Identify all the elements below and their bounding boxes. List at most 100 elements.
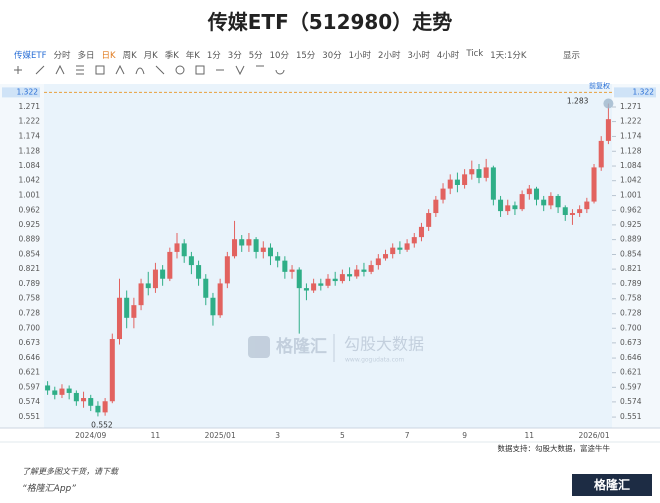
candle-body (418, 226, 424, 238)
toolbar-right[interactable]: 显示 (562, 51, 580, 61)
toolbar-item[interactable]: 15分 (295, 51, 316, 61)
x-tick-label: 3 (275, 431, 280, 440)
candle-body (605, 119, 611, 141)
tool-icon[interactable] (76, 65, 84, 75)
candle-body (45, 385, 51, 391)
footer-text: “格隆汇App” (22, 484, 76, 494)
candle-body (239, 239, 245, 246)
toolbar-item[interactable]: 传媒ETF (14, 51, 47, 61)
toolbar: 传媒ETF 分时 多日 日K 周K 月K 季K 年K 1分 3分 5分 10分 15分 30分 1小时 2小时… (14, 49, 526, 61)
tool-icon[interactable] (35, 65, 45, 75)
toolbar-item[interactable]: 3分 (227, 51, 242, 61)
candle-body (404, 243, 410, 250)
candle-body (81, 398, 87, 402)
candle-body (354, 269, 360, 277)
toolbar-item[interactable]: 日K (101, 51, 116, 61)
candle-body (555, 195, 561, 208)
candle-body (131, 305, 137, 318)
candle-body (483, 167, 489, 178)
y-tick-label: 0.646 (19, 353, 41, 362)
toolbar-item[interactable]: 30分 (322, 51, 342, 61)
price-label: 1.322 (17, 87, 39, 96)
tool-icon[interactable] (175, 65, 185, 75)
watermark-text: 勾股大数据 (344, 335, 424, 354)
candle-body (332, 278, 338, 282)
y-tick-label: 0.821 (19, 264, 41, 273)
candle-body (454, 179, 460, 185)
toolbar-item[interactable]: 1天:1分K (490, 51, 527, 61)
toolbar-item[interactable]: 月K (143, 51, 158, 61)
y-tick-label: 0.574 (620, 397, 642, 406)
toolbar-item[interactable]: 10分 (269, 51, 289, 61)
footer-text: 了解更多图文干货，请下载 (22, 467, 118, 476)
toolbar-item[interactable]: 多日 (77, 51, 95, 61)
candle-body (260, 247, 266, 252)
price-label-box (614, 87, 656, 98)
candle-body (59, 388, 65, 395)
candle-body (591, 167, 597, 202)
candle-body (505, 205, 511, 212)
drawing-tools (14, 64, 285, 76)
x-tick-label: 2024/09 (75, 431, 106, 440)
y-tick-label: 0.646 (620, 353, 642, 362)
y-tick-label: 0.925 (19, 220, 41, 229)
toolbar-item[interactable]: 分时 (53, 51, 71, 61)
toolbar-item[interactable]: 2小时 (378, 51, 401, 61)
x-tick-label: 9 (462, 431, 467, 440)
left-axis-background (0, 84, 44, 428)
candle-body (411, 237, 417, 244)
tool-icon[interactable] (14, 66, 22, 74)
y-tick-label: 0.789 (19, 279, 41, 288)
candle-body (296, 269, 302, 289)
y-tick-label: 0.621 (620, 368, 642, 377)
y-tick-label: 0.962 (620, 205, 642, 214)
candle-body (368, 265, 374, 272)
candle-body (232, 239, 238, 257)
title: 传媒ETF（512980）走势 (207, 10, 453, 34)
y-tick-label: 0.889 (620, 235, 642, 244)
y-tick-label: 0.925 (620, 220, 642, 229)
candle-body (66, 388, 72, 393)
candle-body (339, 274, 345, 282)
candle-body (498, 199, 504, 212)
toolbar-item[interactable]: 季K (164, 51, 179, 61)
y-tick-label: 0.700 (19, 323, 41, 332)
candle-body (174, 243, 180, 252)
candle-body (167, 251, 173, 279)
toolbar-item[interactable]: 5分 (248, 51, 263, 61)
toolbar-item[interactable]: 周K (122, 51, 137, 61)
tool-icon[interactable] (195, 65, 285, 76)
x-tick-label: 7 (405, 431, 410, 440)
y-tick-label: 0.854 (620, 250, 642, 259)
toolbar-item[interactable]: 4小时 (436, 51, 460, 61)
candle-body (512, 205, 518, 210)
tool-icon[interactable] (55, 64, 65, 75)
x-tick-label: 2025/01 (205, 431, 236, 440)
y-tick-label: 1.174 (19, 131, 41, 140)
candle-body (569, 213, 575, 215)
y-tick-label: 0.673 (620, 338, 642, 347)
y-tick-label: 0.728 (620, 309, 642, 318)
candle-body (88, 398, 94, 406)
candle-body (224, 256, 230, 284)
tool-icon[interactable] (95, 65, 105, 75)
watermark-url: www.gogudata.com (345, 357, 405, 364)
candle-body (433, 199, 439, 214)
y-tick-label: 0.621 (19, 368, 41, 377)
adjust-label[interactable]: 前复权 (589, 81, 610, 90)
toolbar-item[interactable]: Tick (466, 49, 484, 59)
tool-icon[interactable] (115, 64, 165, 75)
toolbar-item[interactable]: 年K (185, 51, 200, 61)
candle-body (598, 140, 604, 168)
toolbar-item[interactable]: 3小时 (407, 51, 430, 61)
candle-body (476, 169, 482, 178)
candle-body (303, 288, 309, 291)
y-tick-label: 1.271 (19, 102, 41, 111)
watermark-icon (248, 336, 270, 358)
toolbar-item[interactable]: 1小时 (348, 51, 372, 61)
candle-body (246, 239, 252, 246)
candle-body (562, 207, 568, 215)
toolbar-item[interactable]: 1分 (206, 51, 221, 61)
